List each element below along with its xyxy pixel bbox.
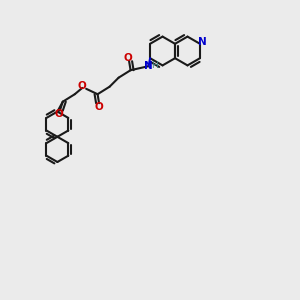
Text: O: O: [124, 52, 132, 63]
Text: O: O: [95, 102, 103, 112]
Text: O: O: [78, 81, 86, 92]
Text: H: H: [151, 61, 158, 70]
Text: O: O: [54, 109, 63, 119]
Text: N: N: [144, 61, 153, 71]
Text: N: N: [198, 37, 207, 47]
